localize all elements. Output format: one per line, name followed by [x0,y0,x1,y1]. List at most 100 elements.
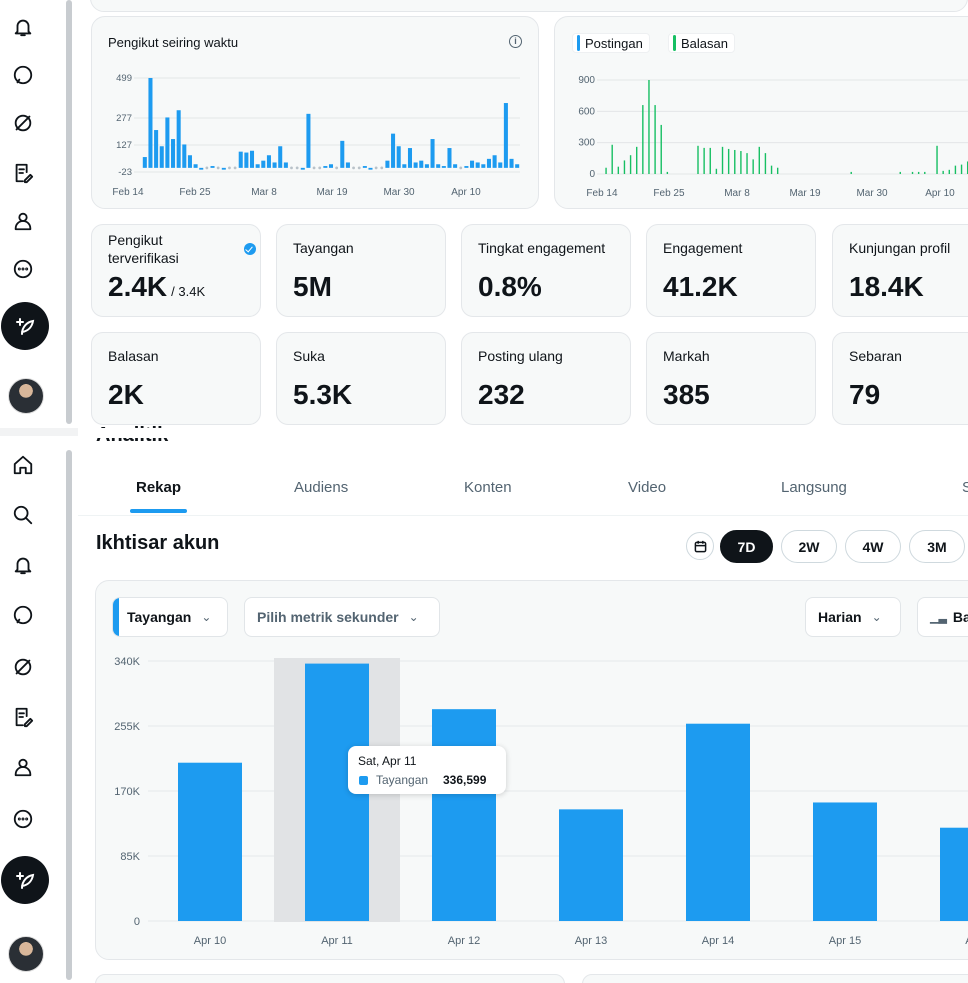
bar [323,166,328,168]
info-icon[interactable]: i [509,35,522,48]
profile-icon[interactable] [10,208,36,234]
bar [182,144,187,168]
bar [954,165,957,174]
bar [666,171,669,174]
messages-icon[interactable] [10,602,36,628]
bar [475,162,480,168]
y-tick-label: 900 [578,75,595,86]
bar [703,147,705,174]
bar [419,160,424,168]
notifications-icon[interactable] [10,14,36,40]
stat-replies[interactable]: Balasan 2K [91,332,261,425]
grok-icon[interactable] [10,654,36,680]
bar [345,162,350,168]
bar [623,160,626,174]
x-tick-label: Mar 19 [316,187,348,198]
data-point [318,166,322,170]
notifications-icon[interactable] [10,552,36,578]
bar [764,153,767,174]
data-point [335,166,339,170]
bar [936,145,938,174]
scrollbar[interactable] [66,0,72,424]
bar [261,160,266,168]
legend-replies[interactable]: Balasan [668,33,735,53]
chart-type-dropdown[interactable]: ▁▃ Ba [917,597,968,637]
y-tick-label: 499 [116,73,132,84]
search-icon[interactable] [10,502,36,528]
bar [402,164,407,168]
bar [654,105,656,174]
stat-shares[interactable]: Sebaran 79 [832,332,968,425]
top-card-edge [90,0,968,12]
post-button[interactable] [1,302,49,350]
bar [727,148,730,174]
bar [255,164,260,168]
data-point [352,166,355,170]
scrollbar[interactable] [66,450,72,980]
tab-rekap[interactable]: Rekap [136,479,182,496]
bar [498,162,503,168]
bar [709,147,711,174]
stat-engagement[interactable]: Engagement 41.2K [646,224,816,317]
bar [165,117,170,168]
left-nav-rail [0,0,64,983]
post-button[interactable] [1,856,49,904]
tab-bar: Rekap Audiens Konten Video Langsung S [78,464,968,516]
home-icon[interactable] [10,452,36,478]
x-tick-label: Feb 25 [179,187,211,198]
avatar[interactable] [8,378,44,414]
bar [629,155,632,174]
bar [210,166,215,168]
bar [148,78,153,168]
bar [436,164,441,168]
stat-bookmarks[interactable]: Markah 385 [646,332,816,425]
calendar-button[interactable] [686,532,714,560]
range-3m-button[interactable]: 3M [909,530,965,563]
stat-label: Tingkat engagement [478,240,606,256]
legend-posts[interactable]: Postingan [572,33,650,53]
y-tick-label: 127 [116,140,132,151]
x-tick-label: Feb 25 [653,188,685,199]
stat-reposts[interactable]: Posting ulang 232 [461,332,631,425]
bar [605,167,607,174]
bar [238,151,243,168]
stat-value: 18.4K [849,271,924,302]
grok-icon[interactable] [10,110,36,136]
range-4w-button[interactable]: 4W [845,530,901,563]
more-icon[interactable] [10,806,36,832]
tab-video[interactable]: Video [628,479,667,496]
stat-impressions[interactable]: Tayangan 5M [276,224,446,317]
messages-icon[interactable] [10,62,36,88]
tooltip-series: Tayangan [376,773,429,787]
stat-label: Kunjungan profil [849,240,951,256]
range-7d-button[interactable]: 7D [720,530,773,563]
lists-icon[interactable] [10,704,36,730]
metric-dropdown[interactable]: Tayangan ⌄ [112,597,228,637]
stat-verified-followers[interactable]: Pengikut terverifikasi 2.4K/ 3.4K [91,224,261,317]
screenshot-divider [0,428,78,436]
bar [447,148,452,168]
tab-more[interactable]: S [962,479,968,496]
range-2w-button[interactable]: 2W [781,530,837,563]
stat-likes[interactable]: Suka 5.3K [276,332,446,425]
secondary-metric-dropdown[interactable]: Pilih metrik sekunder ⌄ [244,597,440,637]
granularity-dropdown[interactable]: Harian ⌄ [805,597,901,637]
chart-tooltip: Sat, Apr 11 Tayangan 336,599 [348,746,506,794]
bar [396,146,401,168]
avatar[interactable] [8,936,44,972]
stat-label: Engagement [663,240,743,256]
tab-langsung[interactable]: Langsung [781,479,847,496]
tab-konten[interactable]: Konten [464,479,512,496]
tooltip-swatch [359,776,368,785]
profile-icon[interactable] [10,754,36,780]
lists-icon[interactable] [10,160,36,186]
stat-engagement-rate[interactable]: Tingkat engagement 0.8% [461,224,631,317]
more-icon[interactable] [10,256,36,282]
tab-audiens[interactable]: Audiens [294,479,349,496]
data-point [295,166,299,170]
stat-label: Suka [293,348,325,364]
bar [470,160,475,168]
bar [385,160,390,168]
stat-profile-visits[interactable]: Kunjungan profil 18.4K [832,224,968,317]
chevron-down-icon: ⌄ [408,610,419,624]
